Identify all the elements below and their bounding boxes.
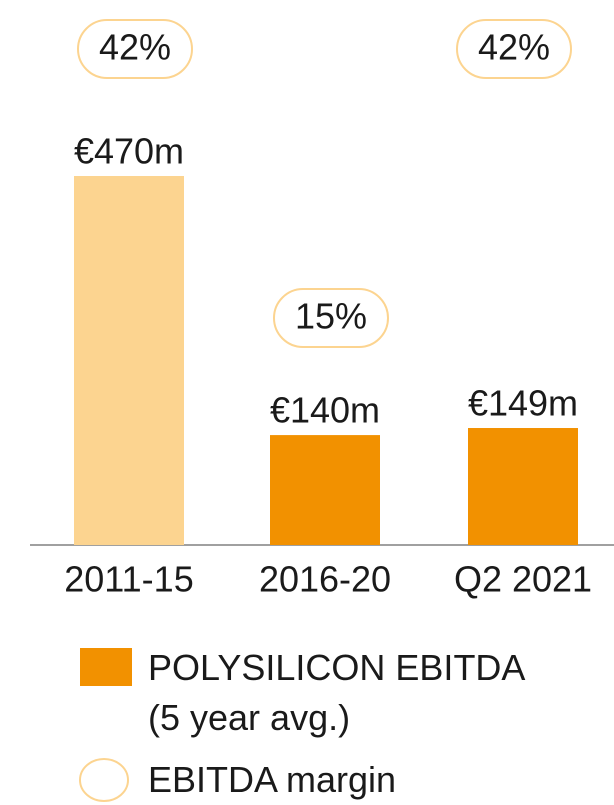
value-label: €149m xyxy=(468,383,578,424)
margin-label: 42% xyxy=(478,27,550,68)
margin-badge xyxy=(77,19,193,79)
value-label: €470m xyxy=(74,131,184,172)
margin-label: 15% xyxy=(295,296,367,337)
bar xyxy=(270,435,380,545)
x-tick-label: Q2 2021 xyxy=(454,559,592,600)
legend-label: POLYSILICON EBITDA (5 year avg.) xyxy=(148,647,524,738)
legend-swatch xyxy=(79,758,129,802)
bar xyxy=(468,428,578,545)
margin-label: 42% xyxy=(99,27,171,68)
x-tick-label: 2011-15 xyxy=(64,559,193,600)
margin-badge xyxy=(456,19,572,79)
bar xyxy=(74,176,184,545)
margin-badge xyxy=(273,288,389,348)
value-label: €140m xyxy=(270,390,380,431)
legend-swatch xyxy=(80,648,132,686)
x-tick-label: 2016-20 xyxy=(259,559,391,600)
legend-label: EBITDA margin xyxy=(148,759,397,800)
